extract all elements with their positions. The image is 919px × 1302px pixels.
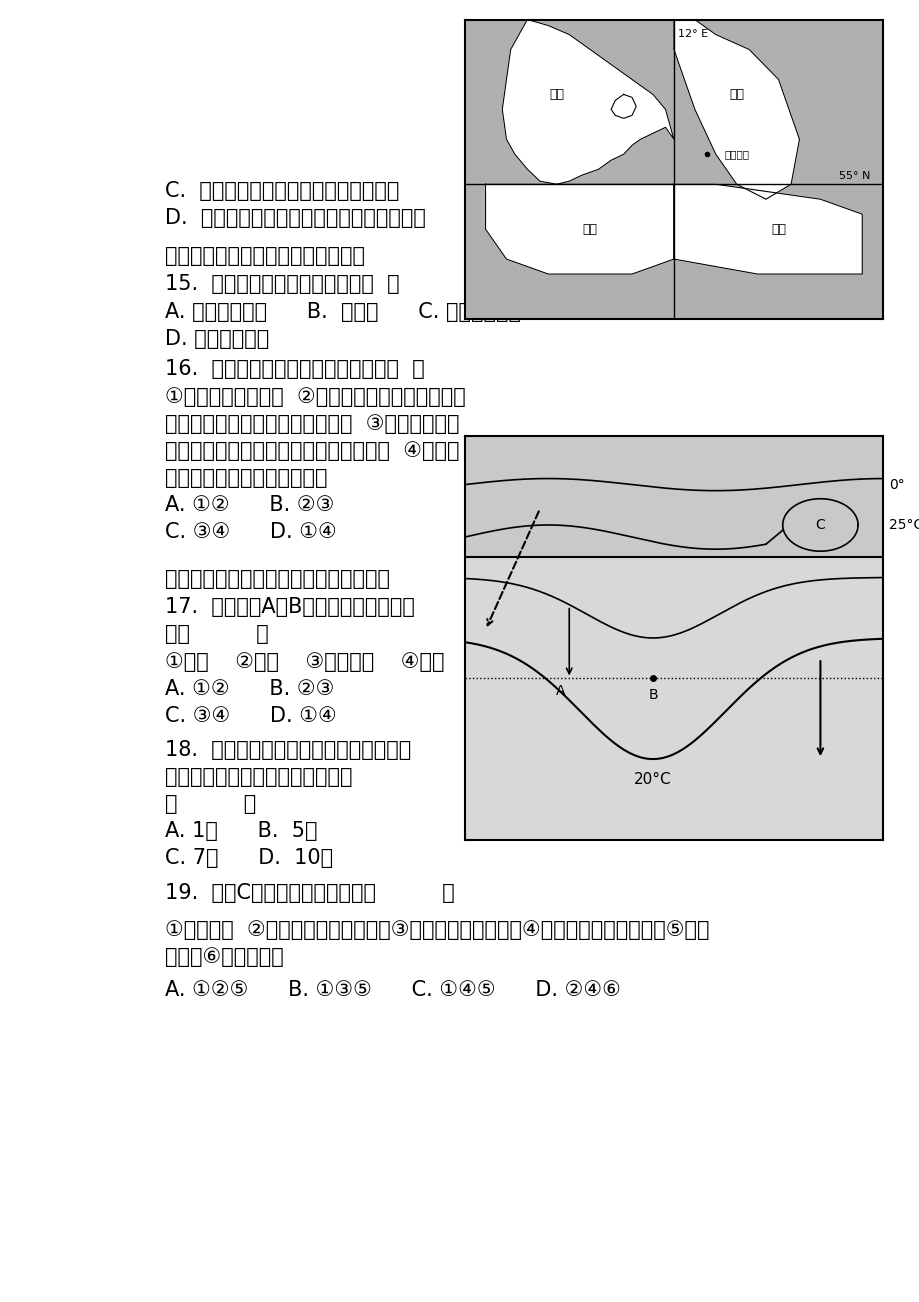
Text: 19.  形成C岛东侧气候的因素有（          ）: 19. 形成C岛东侧气候的因素有（ ） [165,883,454,904]
Polygon shape [673,184,861,273]
Text: A. 1月      B.  5月: A. 1月 B. 5月 [165,822,317,841]
Text: 55° N: 55° N [838,172,869,181]
Text: ①纬度    ②洋流    ③海陆位置    ④地形: ①纬度 ②洋流 ③海陆位置 ④地形 [165,651,444,672]
Text: 德国: 德国 [582,223,597,236]
Text: 读下图某地等温线图，回答第下面小题。: 读下图某地等温线图，回答第下面小题。 [165,569,390,590]
Text: （          ）: （ ） [165,794,255,814]
Polygon shape [673,20,799,199]
Polygon shape [502,20,673,184]
Text: D.  植被层的作用，在于截留水分，涵养水源: D. 植被层的作用，在于截留水分，涵养水源 [165,208,425,228]
Text: C. ③④      D. ①④: C. ③④ D. ①④ [165,522,336,542]
Text: 地位，农业现代化侧重机械化和生物技术  ④铁、铝: 地位，农业现代化侧重机械化和生物技术 ④铁、铝 [165,441,459,461]
Text: A. ①②      B. ②③: A. ①② B. ②③ [165,495,334,516]
Text: A. ①②⑤      B. ①③⑤      C. ①④⑤      D. ②④⑥: A. ①②⑤ B. ①③⑤ C. ①④⑤ D. ②④⑥ [165,980,620,1000]
Text: 20°C: 20°C [633,772,671,786]
Text: 资源丰富，矿产资源大量出口: 资源丰富，矿产资源大量出口 [165,467,327,488]
Text: ①工业以轻工业为主  ②工业部门齐全，布局均衡，: ①工业以轻工业为主 ②工业部门齐全，布局均衡， [165,387,465,406]
Text: C. ③④      D. ①④: C. ③④ D. ①④ [165,706,336,725]
Text: 12° E: 12° E [677,29,708,39]
Text: 18.  若图中等温线向北凸出，等温线最北: 18. 若图中等温线向北凸出，等温线最北 [165,740,411,760]
Text: ①纬度较低  ②常年受赤道低气压控制③位于东南季风迎风坡④位于东南信风的迎风坡⑤受暖: ①纬度较低 ②常年受赤道低气压控制③位于东南季风迎风坡④位于东南信风的迎风坡⑤受… [165,921,709,940]
Text: 读下图回答下列问题。回答下面小题: 读下图回答下列问题。回答下面小题 [165,246,365,267]
Text: 近些年来，工业由北部向南部扩展  ③农业不占重要: 近些年来，工业由北部向南部扩展 ③农业不占重要 [165,414,459,434]
Text: D. 季风水田农业: D. 季风水田农业 [165,328,269,349]
Polygon shape [485,184,673,273]
Text: C. 7月      D.  10月: C. 7月 D. 10月 [165,848,333,868]
Text: 哥本哈根: 哥本哈根 [723,150,748,159]
Text: 16.  关于德国经济的叙述，正确的是（  ）: 16. 关于德国经济的叙述，正确的是（ ） [165,359,425,379]
Text: 丹麦: 丹麦 [549,89,563,100]
Text: A. 商品谷物农业      B.  乳畜业      C. 大牧场放牧业: A. 商品谷物农业 B. 乳畜业 C. 大牧场放牧业 [165,302,520,322]
Text: 0°: 0° [889,478,904,492]
Text: C: C [814,518,824,533]
Text: 是（          ）: 是（ ） [165,625,268,644]
Polygon shape [610,95,636,118]
Text: 点距大陆最南端距离最长的时间是: 点距大陆最南端距离最长的时间是 [165,767,352,786]
Text: B: B [648,689,657,703]
Text: 瑞典: 瑞典 [729,89,743,100]
Text: 15.  丹麦的农业地域类型主要为（  ）: 15. 丹麦的农业地域类型主要为（ ） [165,273,399,293]
Text: 波兰: 波兰 [770,223,785,236]
Text: 流影响⑥受寒流影响: 流影响⑥受寒流影响 [165,948,283,967]
Text: 25°C: 25°C [889,518,919,533]
Text: C.  砾石层的主要作用，在于防风防冲刷: C. 砾石层的主要作用，在于防风防冲刷 [165,181,399,202]
Text: A: A [555,685,565,698]
Text: A. ①②      B. ②③: A. ①② B. ②③ [165,678,334,699]
Text: 17.  影响图中A、B两点气温不同的因素: 17. 影响图中A、B两点气温不同的因素 [165,598,414,617]
